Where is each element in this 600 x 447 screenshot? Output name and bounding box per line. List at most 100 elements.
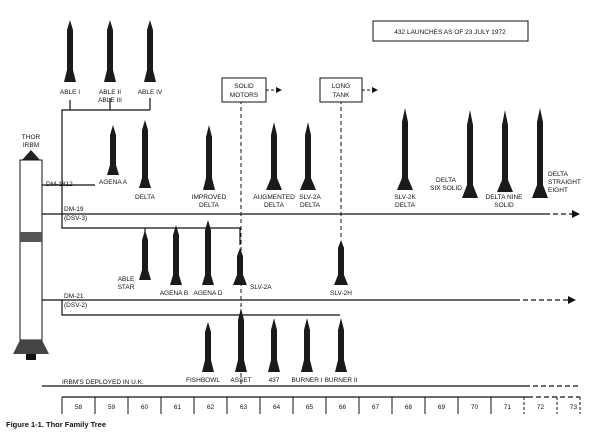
burner2-label: BURNER II xyxy=(325,377,358,384)
dm1812-label: DM-1812 xyxy=(46,181,73,188)
able-star-label-line1: ABLE xyxy=(118,276,135,283)
delta-straight-eight-label-line1: DELTA xyxy=(548,171,569,178)
solid-motors-line1: SOLID xyxy=(234,83,254,90)
year-label: 61 xyxy=(174,404,182,411)
year-label: 72 xyxy=(537,404,545,411)
asset-rocket-icon xyxy=(235,308,247,372)
augmented-delta-label-line1: AUGMENTED xyxy=(253,194,295,201)
dm21-arrow-icon xyxy=(568,296,576,304)
slv2k-delta-label-line1: SLV-2K xyxy=(394,194,416,201)
year-label: 65 xyxy=(306,404,314,411)
year-label: 70 xyxy=(471,404,479,411)
thor-irbm-rocket-icon xyxy=(13,150,49,360)
year-label: 62 xyxy=(207,404,215,411)
solid-motors-box xyxy=(221,77,267,103)
v437-rocket-icon xyxy=(268,318,280,372)
delta-straight-eight-label-line2: STRAIGHT xyxy=(548,179,581,186)
slv2a-delta-label-line1: SLV-2A xyxy=(299,194,321,201)
delta-six-solid-label-line1: DELTA xyxy=(436,177,457,184)
year-timeline: 58 59 60 61 62 63 64 65 66 67 68 69 70 71 72 73 xyxy=(61,396,581,414)
dm19-label-line2: (DSV-3) xyxy=(64,215,87,222)
able4-label: ABLE IV xyxy=(138,89,163,96)
year-label: 73 xyxy=(570,404,578,411)
year-label: 59 xyxy=(108,404,116,411)
able4-rocket-icon xyxy=(144,20,156,82)
improved-delta-rocket-icon xyxy=(203,125,215,190)
burner2-rocket-icon xyxy=(335,318,347,372)
long-tank-line1: LONG xyxy=(332,83,350,90)
agena-d-label: AGENA D xyxy=(194,290,223,297)
header-box-text: 432 LAUNCHES AS OF 23 JULY 1972 xyxy=(394,29,506,36)
able23-label-line1: ABLE II xyxy=(99,89,121,96)
slv2a-delta-rocket-icon xyxy=(300,122,316,190)
year-label: 69 xyxy=(438,404,446,411)
agena-a-label: AGENA A xyxy=(99,179,128,186)
delta-six-solid-rocket-icon xyxy=(462,110,478,198)
dm19-arrow-icon xyxy=(572,210,580,218)
year-label: 63 xyxy=(240,404,248,411)
solid-motors-line2: MOTORS xyxy=(230,92,259,99)
able-star-rocket-icon xyxy=(139,230,151,280)
dm21-label-line1: DM-21 xyxy=(64,293,84,300)
year-label: 68 xyxy=(405,404,413,411)
slv2k-delta-label-line2: DELTA xyxy=(395,202,416,209)
agena-b-label: AGENA B xyxy=(160,290,189,297)
slv2a-rocket-icon xyxy=(233,248,247,285)
dm21-branches xyxy=(61,214,241,250)
delta-rocket-icon xyxy=(139,120,151,188)
figure-caption: Figure 1-1. Thor Family Tree xyxy=(6,420,106,429)
improved-delta-label-line1: IMPROVED xyxy=(192,194,227,201)
year-label: 71 xyxy=(504,404,512,411)
able23-rocket-icon xyxy=(104,20,116,82)
delta-straight-eight-rocket-icon xyxy=(532,108,548,198)
augmented-delta-rocket-icon xyxy=(266,122,282,190)
dm21-label-line2: (DSV-2) xyxy=(64,302,87,309)
header-box xyxy=(372,20,529,42)
year-label: 64 xyxy=(273,404,281,411)
irbm-deployed-label: IRBM'S DEPLOYED IN U.K. xyxy=(62,379,144,386)
slv2h-rocket-icon xyxy=(334,240,348,285)
year-label: 60 xyxy=(141,404,149,411)
slv2k-delta-rocket-icon xyxy=(397,108,413,190)
year-label: 66 xyxy=(339,404,347,411)
able1-rocket-icon xyxy=(64,20,76,82)
delta-nine-solid-label-line2: SOLID xyxy=(494,202,514,209)
fishbowl-rocket-icon xyxy=(202,322,214,372)
long-tank-arrow-icon xyxy=(372,87,378,93)
slv2a-label: SLV-2A xyxy=(250,284,272,291)
fishbowl-label: FISHBOWL xyxy=(186,377,220,384)
able-star-label-line2: STAR xyxy=(118,284,135,291)
agena-d-rocket-icon xyxy=(202,220,214,285)
rocket-icons xyxy=(64,20,548,372)
burner1-rocket-icon xyxy=(301,318,313,372)
long-tank-box xyxy=(319,77,363,103)
delta-nine-solid-rocket-icon xyxy=(497,110,513,192)
long-tank-line2: TANK xyxy=(333,92,351,99)
able1-label: ABLE I xyxy=(60,89,80,96)
irbm-branch-line xyxy=(61,300,340,316)
able-branch-line xyxy=(61,109,150,214)
asset-label: ASSET xyxy=(230,377,251,384)
origin-label-line2: IRBM xyxy=(23,142,39,149)
origin-label-line1: THOR xyxy=(22,134,41,141)
agena-b-rocket-icon xyxy=(170,225,182,285)
year-label: 67 xyxy=(372,404,380,411)
able-branch-ticks xyxy=(69,98,151,110)
delta-six-solid-label-line2: SIX SOLID xyxy=(430,185,462,192)
delta-straight-eight-label-line3: EIGHT xyxy=(548,187,568,194)
agena-a-rocket-icon xyxy=(107,125,119,175)
burner1-label: BURNER I xyxy=(291,377,322,384)
dm19-label-line1: DM-19 xyxy=(64,206,84,213)
improved-delta-label-line2: DELTA xyxy=(199,202,220,209)
augmented-delta-label-line2: DELTA xyxy=(264,202,285,209)
solid-motors-arrow-icon xyxy=(276,87,282,93)
v437-label: 437 xyxy=(269,377,280,384)
delta-nine-solid-label-line1: DELTA NINE xyxy=(486,194,524,201)
able23-label-line2: ABLE III xyxy=(98,97,122,104)
delta-label: DELTA xyxy=(135,194,156,201)
slv2h-label: SLV-2H xyxy=(330,290,352,297)
year-label: 58 xyxy=(75,404,83,411)
slv2a-delta-label-line2: DELTA xyxy=(300,202,321,209)
